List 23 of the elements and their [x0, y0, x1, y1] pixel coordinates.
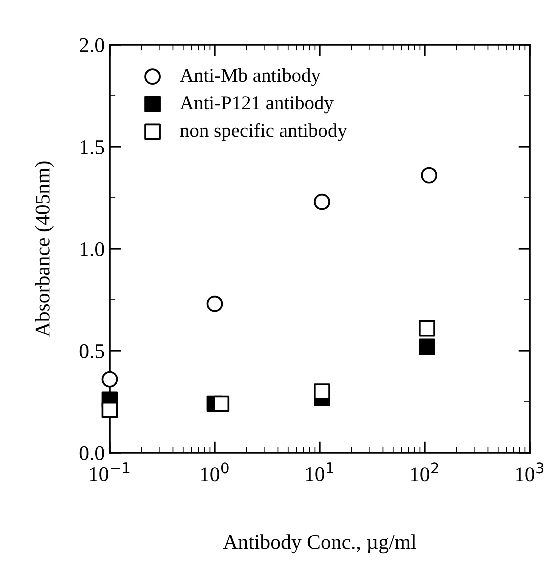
point: [206, 296, 224, 312]
point: [102, 371, 118, 388]
x-tick-label: 10$^{−1}$: [90, 462, 130, 482]
x-axis-title: Antibody Conc., µg/ml: [223, 534, 416, 554]
point: [102, 402, 118, 418]
point: [419, 338, 436, 356]
x-tick-label: 10$^{2}$: [411, 462, 438, 482]
legend-label: Anti-Mb antibody: [180, 68, 321, 86]
legend-label: Anti-P121 antibody: [180, 96, 334, 114]
point: [421, 167, 438, 184]
y-tick-label: 0.5: [80, 344, 104, 359]
y-axis-title: Absorbance (405nm): [35, 162, 54, 338]
y-tick-label: 1.5: [80, 140, 104, 155]
point: [314, 194, 330, 210]
legend-label: non specific antibody: [180, 123, 348, 142]
y-tick-label: 0.0: [80, 446, 104, 461]
y-tick-label: 2.0: [80, 38, 104, 53]
x-tick-label: 10$^{1}$: [306, 462, 334, 482]
point: [314, 384, 330, 400]
x-tick-label: 10$^{0}$: [201, 462, 229, 482]
x-tick-label: 10$^{3}$: [516, 462, 544, 482]
y-tick-label: 1.0: [80, 242, 104, 257]
point: [419, 320, 436, 337]
